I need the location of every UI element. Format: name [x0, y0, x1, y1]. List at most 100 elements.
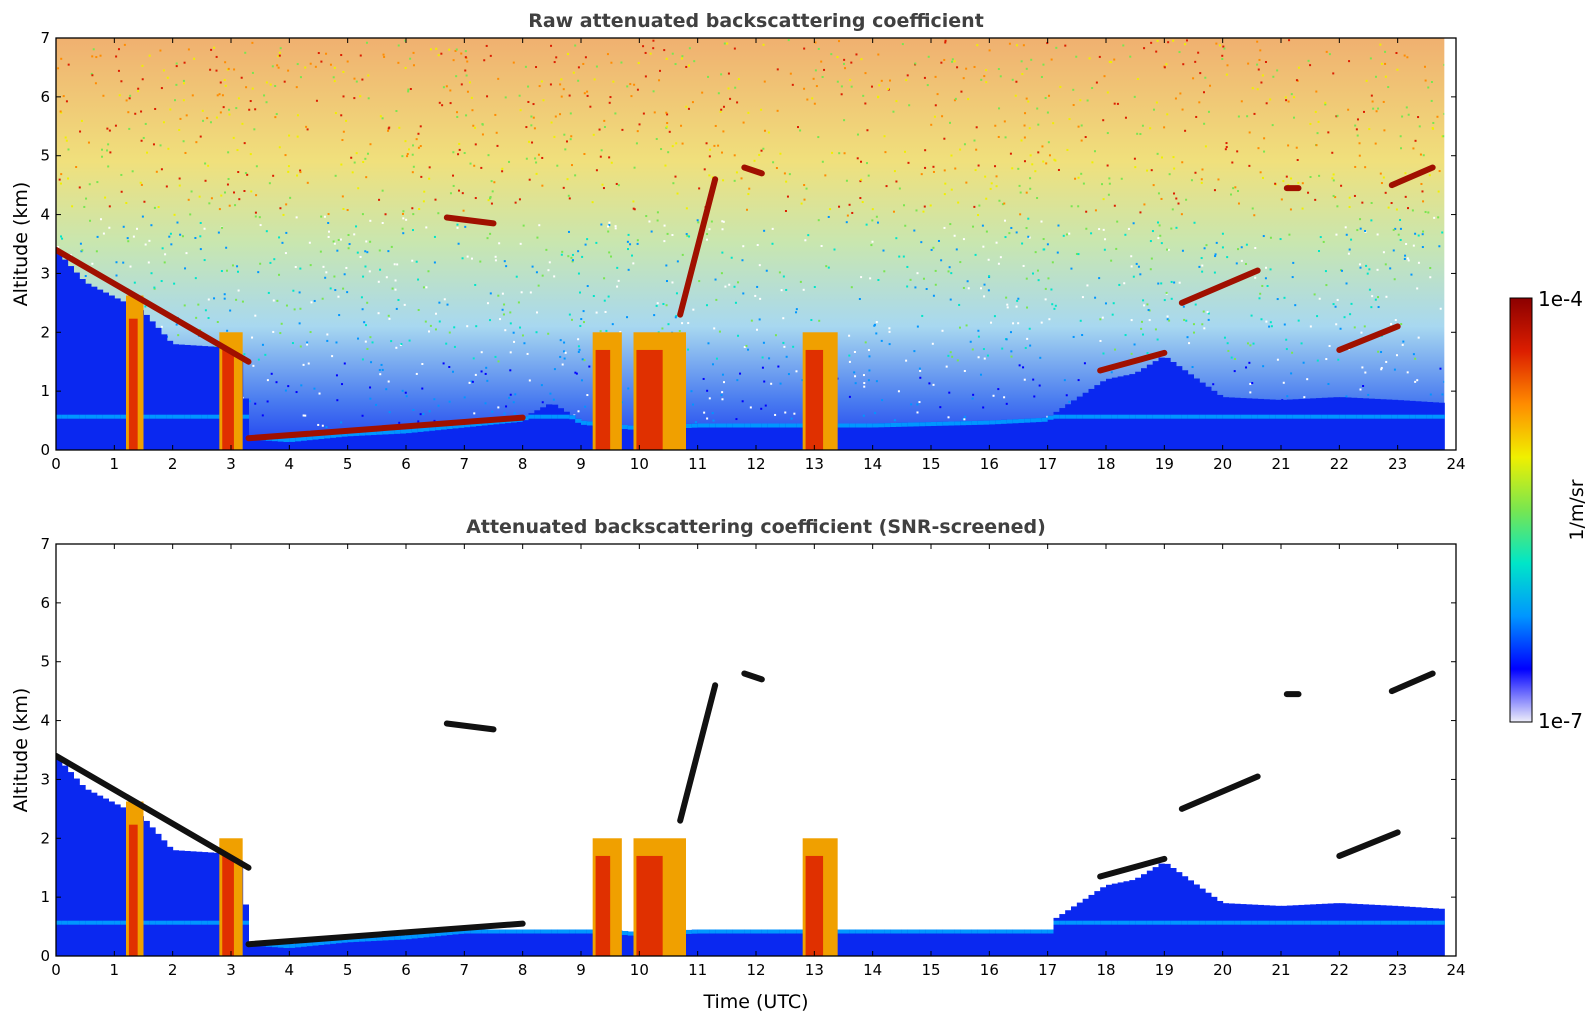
- boundary-layer-cell: [166, 846, 174, 956]
- noise-speck: [1418, 125, 1421, 128]
- noise-speck: [867, 379, 870, 382]
- noise-speck: [869, 277, 872, 280]
- noise-speck: [553, 61, 556, 64]
- noise-speck: [125, 201, 128, 204]
- noise-speck: [284, 389, 287, 392]
- noise-speck: [338, 314, 341, 317]
- noise-speck: [965, 181, 968, 184]
- noise-speck: [1430, 99, 1433, 102]
- noise-speck: [560, 253, 563, 256]
- noise-speck: [1251, 207, 1254, 210]
- noise-speck: [1325, 284, 1328, 287]
- noise-speck: [109, 151, 112, 154]
- noise-speck: [953, 234, 956, 237]
- boundary-layer-cell: [1234, 920, 1241, 925]
- boundary-layer-cell: [977, 929, 984, 956]
- noise-speck: [1114, 348, 1117, 351]
- noise-speck: [501, 292, 504, 295]
- noise-speck: [1218, 44, 1221, 47]
- boundary-layer-cell: [1275, 399, 1282, 450]
- noise-speck: [379, 268, 382, 271]
- noise-speck: [943, 58, 946, 61]
- noise-speck: [502, 313, 505, 316]
- noise-speck: [674, 63, 677, 66]
- noise-speck: [1405, 106, 1408, 109]
- noise-speck: [860, 178, 863, 181]
- noise-speck: [848, 334, 851, 337]
- noise-speck: [1180, 213, 1183, 216]
- noise-speck: [425, 226, 428, 229]
- noise-speck: [277, 55, 280, 58]
- noise-speck: [906, 285, 909, 288]
- boundary-layer-cell: [563, 929, 570, 934]
- cloud-layer: [1097, 855, 1168, 880]
- noise-speck: [608, 221, 611, 224]
- boundary-layer-cell: [108, 920, 115, 925]
- noise-speck: [483, 59, 486, 62]
- noise-speck: [566, 53, 569, 56]
- noise-speck: [1027, 217, 1030, 220]
- noise-speck: [905, 359, 908, 362]
- noise-speck: [173, 213, 176, 216]
- boundary-layer-cell: [306, 436, 314, 450]
- noise-speck: [831, 151, 834, 154]
- noise-speck: [1197, 51, 1200, 54]
- boundary-layer-cell: [1356, 398, 1364, 450]
- boundary-layer-cell: [1018, 929, 1025, 934]
- noise-speck: [471, 380, 474, 383]
- noise-speck: [342, 287, 345, 290]
- noise-speck: [60, 173, 63, 176]
- noise-speck: [1395, 208, 1398, 211]
- noise-speck: [880, 339, 883, 342]
- noise-speck: [862, 94, 865, 97]
- noise-speck: [606, 53, 609, 56]
- boundary-layer-cell: [948, 929, 955, 956]
- noise-speck: [1382, 251, 1385, 254]
- boundary-layer-cell: [1193, 414, 1200, 419]
- noise-speck: [412, 64, 415, 67]
- boundary-layer-cell: [1269, 905, 1276, 956]
- noise-speck: [1302, 361, 1305, 364]
- noise-speck: [586, 238, 589, 241]
- noise-speck: [1384, 50, 1387, 53]
- boundary-layer-cell: [248, 435, 255, 450]
- noise-speck: [1011, 167, 1014, 170]
- noise-speck: [1384, 191, 1387, 194]
- noise-speck: [474, 126, 477, 129]
- noise-speck: [369, 219, 372, 222]
- noise-speck: [456, 226, 459, 229]
- boundary-layer-cell: [581, 420, 588, 425]
- noise-speck: [1356, 118, 1359, 121]
- noise-speck: [747, 193, 750, 196]
- noise-speck: [470, 96, 473, 99]
- noise-speck: [1052, 122, 1055, 125]
- noise-speck: [692, 308, 695, 311]
- noise-speck: [1014, 94, 1017, 97]
- boundary-layer-cell: [1228, 920, 1235, 925]
- noise-speck: [1204, 145, 1207, 148]
- noise-speck: [275, 113, 278, 116]
- boundary-layer-cell: [161, 840, 168, 956]
- noise-speck: [844, 67, 847, 70]
- noise-speck: [954, 97, 957, 100]
- noise-speck: [434, 328, 437, 331]
- x-tick-label: 7: [460, 455, 470, 473]
- noise-speck: [818, 319, 821, 322]
- noise-speck: [409, 57, 412, 60]
- boundary-layer-cell: [1071, 414, 1078, 419]
- noise-speck: [969, 340, 972, 343]
- noise-speck: [848, 203, 851, 206]
- noise-speck: [568, 313, 571, 316]
- precipitation-core: [222, 855, 234, 956]
- noise-speck: [1358, 142, 1361, 145]
- noise-speck: [504, 96, 507, 99]
- noise-speck: [708, 228, 711, 231]
- noise-speck: [381, 222, 384, 225]
- noise-speck: [665, 125, 668, 128]
- noise-speck: [369, 240, 372, 243]
- noise-speck: [1260, 81, 1263, 84]
- boundary-layer-cell: [750, 423, 757, 450]
- boundary-layer-cell: [1094, 920, 1101, 925]
- noise-speck: [785, 288, 788, 291]
- noise-speck: [1086, 284, 1089, 287]
